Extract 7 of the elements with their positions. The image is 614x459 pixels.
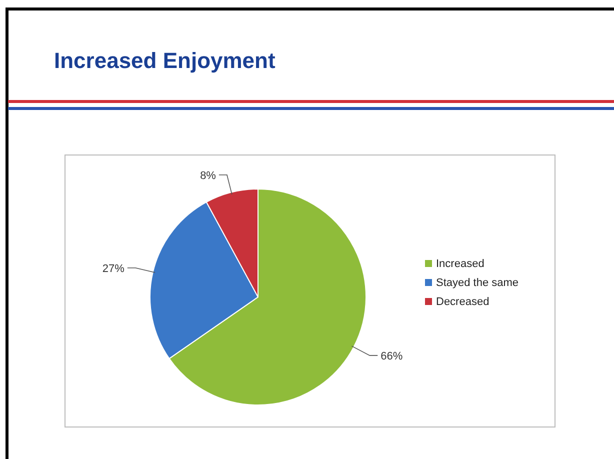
legend-label: Increased [436,258,484,270]
chart-title: Increased Enjoyment [54,48,276,73]
data-label: 27% [102,262,125,275]
legend-label: Decreased [436,296,490,308]
data-label: 8% [200,170,216,182]
data-label: 66% [380,350,403,362]
legend-label: Stayed the same [436,277,519,289]
